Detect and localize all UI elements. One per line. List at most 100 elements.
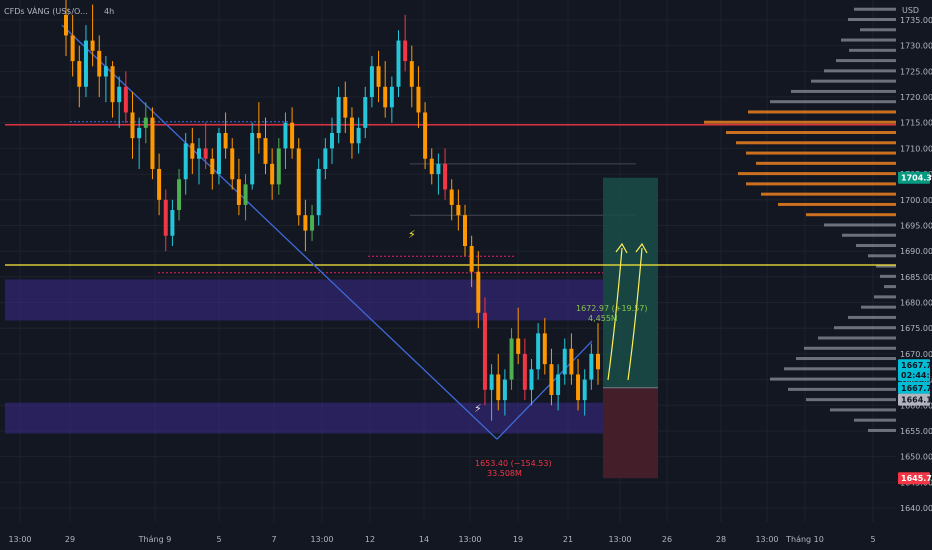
price-tick-label: 1720.00 (900, 93, 932, 102)
volume-bar (756, 161, 896, 165)
candle-body (582, 379, 587, 401)
volume-bar (848, 18, 896, 21)
price-tick-label: 1680.00 (900, 299, 932, 308)
candle-body (270, 163, 275, 185)
resistance-zone[interactable] (5, 279, 603, 321)
candle-body (276, 148, 281, 185)
supply-demand-zones (5, 121, 636, 434)
arrow-head (615, 242, 628, 254)
volume-profile (704, 7, 896, 432)
candle-body (177, 179, 182, 211)
candle-body (423, 112, 428, 159)
time-tick-label: Tháng 9 (138, 535, 172, 544)
candle-body (489, 374, 494, 390)
time-tick-label: 13:00 (8, 535, 31, 544)
time-axis[interactable]: 13:00 29 Tháng 9 5 7 13:00 12 14 13:00 19 21 13:00 2… (8, 535, 875, 544)
projection-arrows[interactable] (607, 242, 648, 381)
time-tick-label: 14 (419, 535, 429, 544)
candle-body (83, 40, 88, 87)
volume-bar (704, 120, 896, 124)
volume-bar (868, 428, 896, 432)
candle-body (143, 117, 148, 128)
candle-body (396, 40, 401, 87)
candle-body (482, 312, 487, 390)
volume-bar (849, 48, 896, 52)
candle-body (343, 97, 348, 118)
candle-body (90, 40, 95, 51)
stop-box[interactable] (603, 387, 658, 479)
volume-bar (830, 408, 896, 412)
candle-body (316, 168, 321, 216)
volume-bar (736, 141, 896, 145)
volume-bar (868, 254, 896, 258)
candle-body (363, 97, 368, 128)
price-tag-label: 1704.30 (901, 174, 932, 183)
trendline-up[interactable] (496, 340, 593, 440)
candle-body (589, 353, 594, 380)
projection-arrow[interactable] (627, 247, 643, 381)
candle-body (130, 112, 135, 139)
candle-body (522, 353, 527, 390)
long-position-tool[interactable] (603, 177, 658, 479)
candle-body (117, 86, 122, 103)
price-tag (898, 359, 930, 372)
candle-body (250, 133, 255, 185)
price-tag (898, 368, 930, 381)
candle-body (356, 127, 361, 144)
chart-title: CFDs VÀNG (US$/O... (4, 5, 88, 16)
price-tag-label: 1667.73 (901, 384, 932, 393)
price-tick-label: 1730.00 (900, 42, 932, 51)
candle-body (150, 117, 155, 169)
time-tick-label: 13:00 (458, 535, 481, 544)
candle-body (223, 133, 228, 149)
volume-bar (804, 346, 896, 350)
time-tick-label: 28 (716, 535, 726, 544)
candle-body (383, 86, 388, 108)
candle-body (389, 86, 394, 108)
trendlines[interactable] (61, 24, 593, 440)
volume-bar (880, 274, 896, 278)
volume-bar (770, 100, 896, 104)
candle-body (216, 133, 221, 175)
projection-arrow[interactable] (607, 247, 623, 381)
candle-body (123, 86, 128, 113)
candle-body (163, 199, 168, 236)
candle-body (290, 122, 295, 149)
candle-body (103, 66, 108, 77)
volume-bar (842, 233, 896, 237)
price-tag (898, 393, 930, 406)
candle-body (230, 148, 235, 180)
candle-body (210, 158, 215, 175)
candle-body (376, 66, 381, 87)
candle-body (463, 215, 467, 247)
low-measure-label: 1653.40 (−154.53) (475, 459, 552, 468)
low-measure-volume: 33.508M (487, 469, 522, 478)
candle-body (496, 374, 501, 401)
volume-bar (806, 213, 896, 217)
candle-body (256, 133, 261, 139)
candle-body (97, 50, 102, 77)
volume-bar (748, 110, 896, 114)
support-zone[interactable] (5, 402, 603, 434)
candle-body (303, 215, 308, 231)
price-tick-label: 1695.00 (900, 221, 932, 230)
candle-body (349, 117, 354, 144)
candle-body (64, 14, 68, 36)
target-box[interactable] (603, 177, 658, 388)
candle-body (243, 184, 248, 205)
time-tick-label: 13:00 (310, 535, 333, 544)
volume-bar (856, 244, 896, 248)
candle-body (283, 122, 288, 149)
time-tick-label: 5 (216, 535, 221, 544)
candle-body (170, 210, 175, 236)
price-tick-label: 1670.00 (900, 350, 932, 359)
candle-body (416, 86, 421, 113)
volume-bar (806, 398, 896, 402)
price-tick-label: 1655.00 (900, 427, 932, 436)
volume-bar (841, 38, 896, 42)
trendline-down[interactable] (61, 24, 498, 440)
price-axis[interactable]: 1640.001645.001650.001655.001660.001665.… (898, 16, 932, 513)
candle-body (509, 338, 514, 380)
candle-body (310, 215, 315, 231)
